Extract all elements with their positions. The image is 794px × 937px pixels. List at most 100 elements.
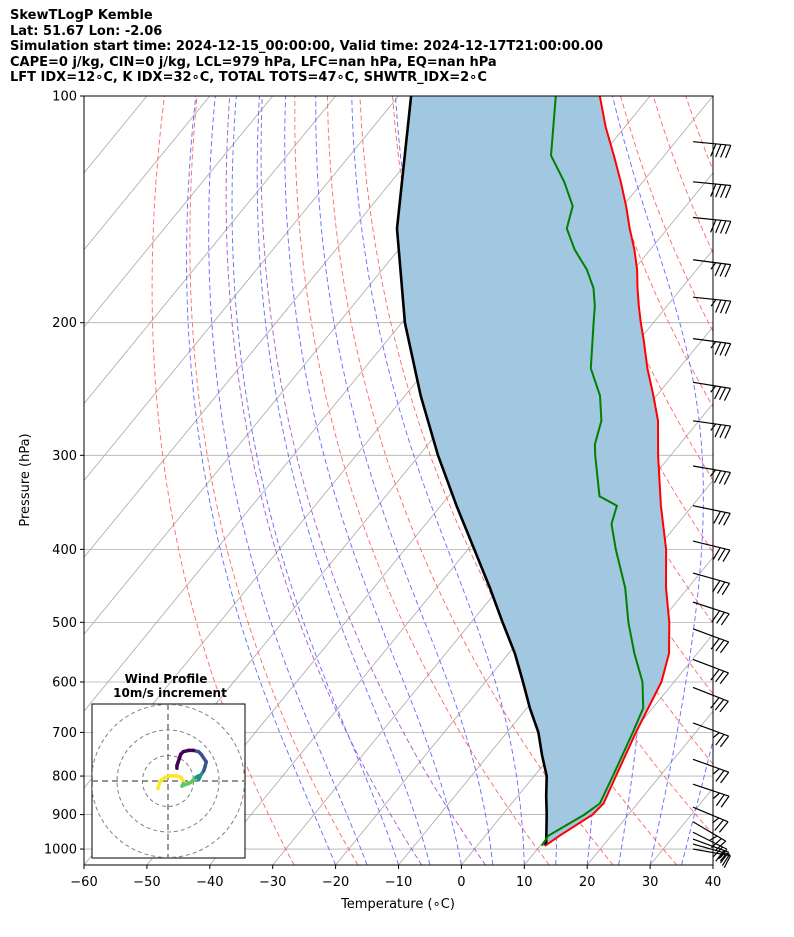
wind-barb-flag [714,424,722,438]
wind-barb [692,141,732,159]
wind-barb-staff [692,838,729,853]
wind-barb-flag [718,512,726,525]
y-axis-label: Pressure (hPa) [18,433,33,526]
wind-barb-flag [710,299,717,307]
wind-barb [692,758,730,784]
wind-barb-flag [713,792,720,799]
y-tick-label: 700 [52,726,77,741]
dry-adiabat-line [225,96,423,865]
wind-barb [692,628,730,654]
wind-barb-flag [714,386,722,400]
wind-barb-flag [719,342,727,356]
dry-adiabat-line [294,96,550,865]
isotherm-line [649,787,713,865]
wind-barb-flag [725,185,732,199]
moist-adiabat-line [351,96,525,865]
y-tick-label: 1000 [44,843,77,858]
wind-barb-flag [715,794,725,806]
x-tick-label: 20 [579,875,596,890]
wind-barb-flag [719,700,729,713]
hodograph-title: Wind Profile [125,672,208,686]
wind-barb-flag [712,580,721,593]
isotherm-line [84,96,336,405]
moist-adiabat-line [315,96,494,865]
wind-barb-flag [710,697,720,709]
wind-barb-staff [692,540,731,551]
wind-barb-staff [692,259,731,266]
dry-adiabat-line [189,96,359,865]
wind-barb-flag [715,734,725,746]
title-times: Simulation start time: 2024-12-15_00:00:… [10,39,603,55]
wind-barb-flag [719,735,730,748]
wind-barb-flag [715,840,727,851]
wind-barb-staff [692,686,729,702]
wind-barb-flag [723,513,731,526]
x-tick-label: −60 [70,875,97,890]
isotherm-line [712,864,713,865]
wind-barb-staff [692,821,727,842]
wind-barb-flag [719,263,727,277]
isotherm-line [776,96,794,865]
x-tick-label: −20 [322,875,349,890]
title-indices-2: LFT IDX=12∘C, K IDX=32∘C, TOTAL TOTS=47∘… [10,70,487,86]
wind-barb [692,783,730,808]
wind-barb-staff [692,831,728,850]
wind-barb-flag [712,817,720,824]
y-tick-label: 900 [52,808,77,823]
title-station: SkewTLogP Kemble [10,8,153,23]
wind-barb [692,686,729,713]
wind-barb-flag [717,548,726,561]
y-tick-label: 500 [52,616,77,631]
title-indices-1: CAPE=0 j/kg, CIN=0 j/kg, LCL=979 hPa, LF… [10,54,497,70]
wind-barb [692,848,731,869]
x-tick-label: −30 [259,875,286,890]
wind-barb-flag [724,425,732,439]
wind-barb-flag [720,795,730,808]
wind-barb-flag [722,549,731,563]
wind-barb-flag [719,425,727,438]
wind-barb-flag [720,144,727,158]
moist-adiabat-line [612,96,704,865]
wind-barb-flag [712,732,720,739]
wind-barb [692,505,731,526]
x-tick-label: 0 [457,875,465,890]
isotherm-line [84,96,399,482]
wind-barb-flag [714,342,722,355]
wind-barb-flag [720,613,730,626]
wind-barb-flag [723,388,732,401]
wind-barb-flag [724,221,732,235]
isotherm-line [84,96,462,559]
wind-barb-staff [692,601,730,615]
wind-barb-staff [692,296,731,302]
wind-barb-flag [725,145,732,159]
wind-barb-flag [715,770,725,782]
wind-barb-staff [692,420,731,427]
wind-barb-flag [714,819,724,831]
parcel-line [395,96,549,847]
wind-barb-flag [724,264,732,278]
wind-barb-flag [714,263,722,276]
wind-barb-staff [692,848,731,857]
y-tick-label: 100 [52,90,77,105]
wind-barb-flag [714,299,722,313]
wind-barb-flag [718,821,729,833]
x-tick-label: 30 [642,875,659,890]
chart-series [395,96,671,847]
moist-adiabat-line [231,96,399,865]
x-tick-label: −40 [196,875,223,890]
wind-barb [692,540,731,563]
wind-barb-flag [721,582,731,596]
isotherm-line [84,96,274,328]
wind-barb-flag [710,638,720,650]
wind-barb-flag [719,854,726,862]
isotherm-line [398,479,713,865]
wind-barb-flag [715,670,725,683]
wind-barb [692,420,732,439]
moist-adiabat-line [681,739,713,865]
x-tick-label: −50 [133,875,160,890]
wind-barb-staff [692,505,731,514]
wind-barb-flag [715,639,725,652]
wind-barbs [692,141,732,869]
moist-adiabat-line [284,96,462,865]
wind-barb-flag [712,846,723,858]
